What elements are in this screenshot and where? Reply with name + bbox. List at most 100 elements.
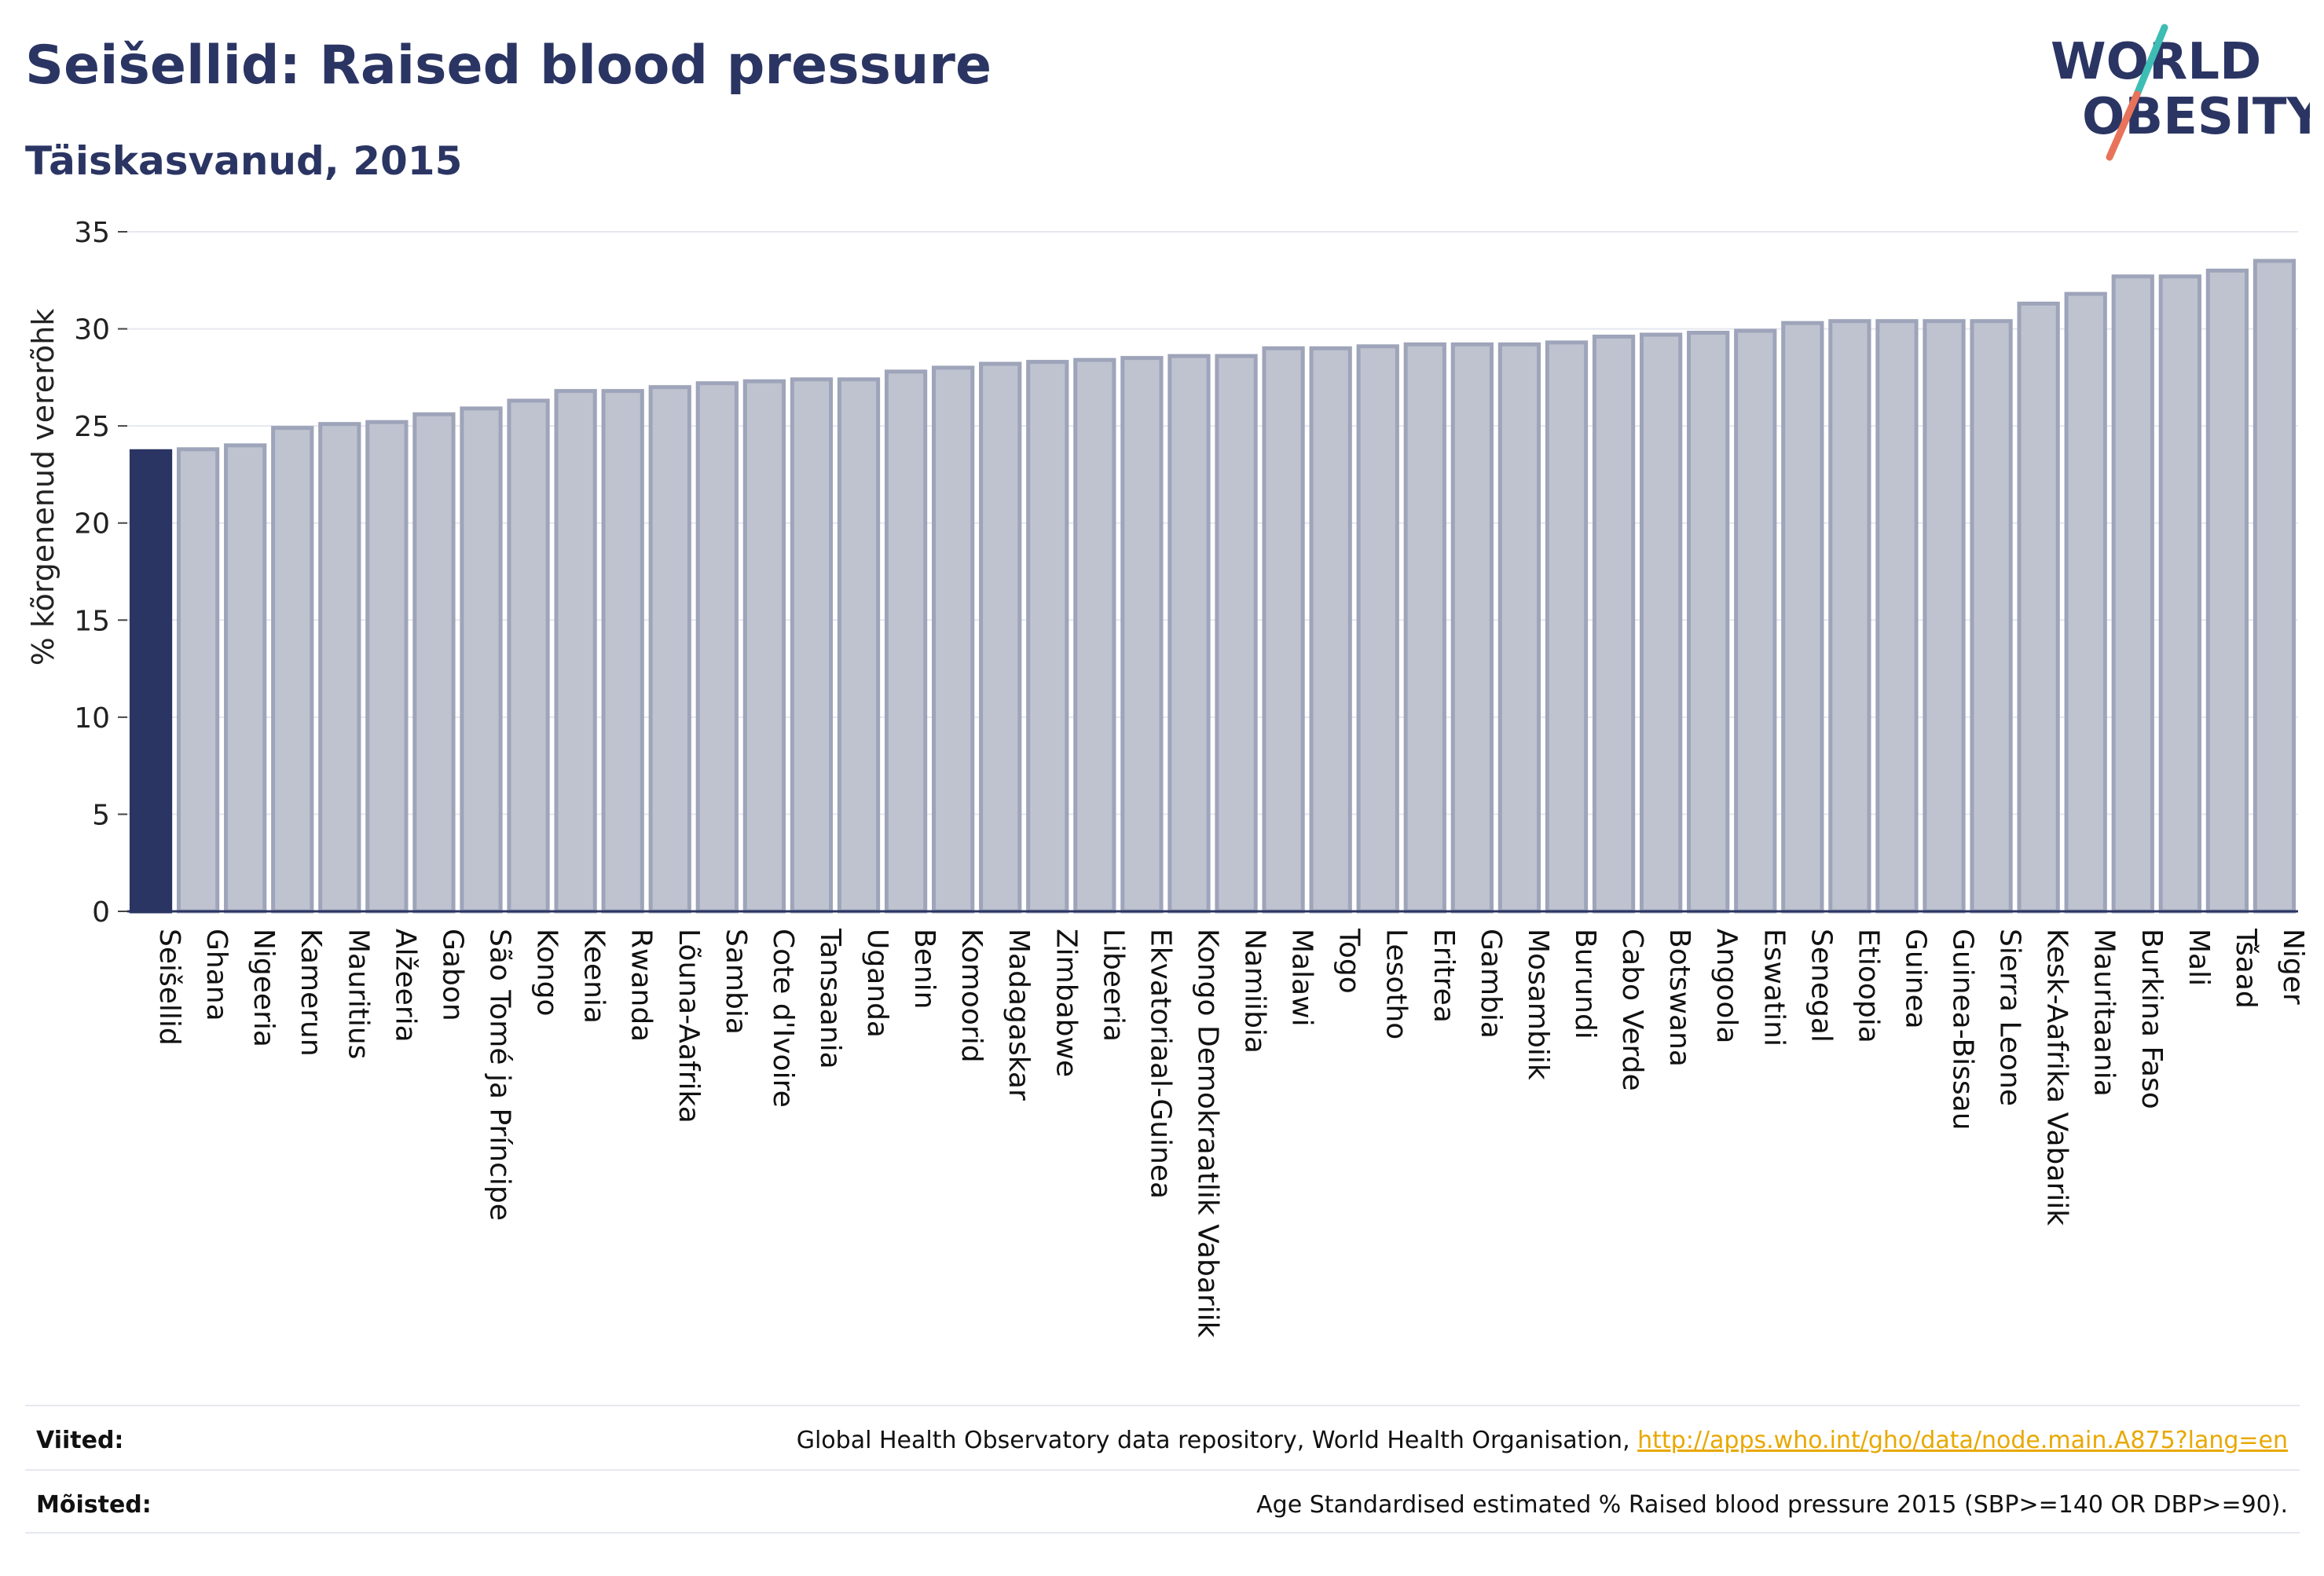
- x-tick-label: Guinea-Bissau: [1947, 929, 1979, 1131]
- x-tick-label: Keenia: [578, 929, 610, 1024]
- bar-benin[interactable]: [884, 369, 928, 914]
- x-tick-label: Zimbabwe: [1050, 929, 1082, 1077]
- bar-sei-ellid[interactable]: [129, 449, 173, 914]
- bar-mauritaania[interactable]: [2064, 291, 2107, 914]
- bar-komoorid[interactable]: [932, 365, 975, 914]
- y-axis-label: % kõrgenenud vererõhk: [26, 309, 60, 666]
- x-tick-label: Mosambiik: [1522, 929, 1554, 1080]
- x-tick-label: Kesk-Aafrika Vabariik: [2041, 929, 2073, 1226]
- axes: [118, 231, 2298, 913]
- bar-burundi[interactable]: [1545, 340, 1589, 914]
- x-tick-label: Ekvatoriaal-Guinea: [1144, 929, 1176, 1199]
- bar-lesotho[interactable]: [1356, 344, 1399, 914]
- bar-s-o-tom-ja-pr-ncipe[interactable]: [460, 406, 503, 914]
- bar-gabon[interactable]: [412, 412, 456, 914]
- bar-keenia[interactable]: [554, 389, 597, 914]
- bar-ghana[interactable]: [176, 447, 220, 914]
- x-tick-label: Malawi: [1286, 929, 1318, 1027]
- x-tick-label: Madagaskar: [1003, 929, 1035, 1101]
- x-tick-label: Ghana: [200, 929, 233, 1021]
- x-tick-label: Sambia: [720, 929, 752, 1035]
- x-tick-label: Botswana: [1663, 929, 1695, 1067]
- footer-divider-bottom: [25, 1532, 2300, 1534]
- chart-subtitle: Täiskasvanud, 2015: [25, 138, 463, 184]
- bar-zimbabwe[interactable]: [1026, 360, 1069, 914]
- tick-labels: 0 5 10 15 20 25 30 35 Seišellid Ghana Nigeeria Kame…: [74, 217, 2309, 1338]
- bar-kongo-demokraatlik-vabariik[interactable]: [1167, 354, 1211, 914]
- x-tick-label: Benin: [908, 929, 940, 1009]
- y-tick-label: 0: [92, 896, 110, 929]
- x-tick-label: Cabo Verde: [1616, 929, 1648, 1091]
- bar-burkina-faso[interactable]: [2111, 274, 2154, 914]
- footer-divider-top: [25, 1405, 2300, 1406]
- bar-madagaskar[interactable]: [979, 361, 1022, 914]
- bar-niger[interactable]: [2253, 258, 2297, 914]
- x-tick-label: Rwanda: [625, 929, 658, 1042]
- bar-namiibia[interactable]: [1215, 354, 1258, 914]
- bar-gambia[interactable]: [1450, 342, 1494, 914]
- x-tick-label: Tansaania: [814, 928, 846, 1069]
- bar-kesk-aafrika-vabariik[interactable]: [2017, 301, 2060, 914]
- x-tick-label: Libeeria: [1097, 929, 1129, 1042]
- x-tick-label: Burkina Faso: [2135, 929, 2168, 1109]
- logo-slash-teal: [2133, 24, 2168, 98]
- bar-nigeeria[interactable]: [224, 443, 267, 914]
- bar-sierra-leone[interactable]: [1970, 319, 2013, 914]
- bar-l-una-aafrika[interactable]: [648, 385, 691, 914]
- bar-sambia[interactable]: [695, 381, 739, 914]
- bar-senegal[interactable]: [1781, 321, 1824, 914]
- bar-guinea-bissau[interactable]: [1923, 319, 1966, 914]
- y-tick-label: 30: [74, 314, 110, 346]
- x-tick-label: Mali: [2183, 929, 2215, 986]
- bar-mosambiik[interactable]: [1497, 342, 1541, 914]
- bar-etioopia[interactable]: [1828, 319, 1871, 914]
- bar-uganda[interactable]: [837, 377, 881, 914]
- sources-link[interactable]: http://apps.who.int/gho/data/node.main.A…: [1637, 1427, 2288, 1454]
- bar-botswana[interactable]: [1639, 332, 1683, 914]
- x-tick-label: Mauritius: [342, 929, 374, 1059]
- bar-cote-d-ivoire[interactable]: [742, 379, 786, 914]
- chart-title: Seišellid: Raised blood pressure: [25, 35, 992, 97]
- x-tick-label: Sierra Leone: [1994, 929, 2026, 1106]
- x-tick-label: Uganda: [861, 929, 893, 1038]
- x-tick-label: Gabon: [436, 929, 468, 1021]
- bar-mali[interactable]: [2158, 274, 2201, 914]
- y-tick-label: 15: [74, 605, 110, 637]
- x-tick-label: Senegal: [1805, 929, 1837, 1043]
- x-tick-label: Lõuna-Aafrika: [673, 929, 705, 1123]
- x-tick-label: Eritrea: [1428, 929, 1460, 1023]
- x-tick-label: Seišellid: [153, 929, 185, 1046]
- x-tick-label: Tšaad: [2230, 928, 2262, 1009]
- x-tick-label: Namiibia: [1239, 929, 1271, 1054]
- x-tick-label: Gambia: [1475, 929, 1507, 1039]
- bar-malawi[interactable]: [1262, 346, 1305, 914]
- bar-chart: 0 5 10 15 20 25 30 35 Seišellid Ghana Nigeeria Kame…: [26, 217, 2309, 1338]
- y-tick-label: 10: [74, 702, 110, 735]
- x-tick-label: Burundi: [1569, 929, 1601, 1039]
- bar-kamerun[interactable]: [271, 426, 314, 914]
- bar-eswatini[interactable]: [1734, 328, 1777, 914]
- x-tick-label: Kamerun: [295, 929, 327, 1057]
- x-tick-label: Lesotho: [1380, 929, 1413, 1039]
- y-tick-label: 25: [74, 411, 110, 443]
- y-tick-label: 5: [92, 799, 110, 831]
- bar-tansaania[interactable]: [790, 377, 834, 914]
- bar-guinea[interactable]: [1875, 319, 1919, 914]
- bar-libeeria[interactable]: [1073, 357, 1116, 914]
- bar-togo[interactable]: [1309, 346, 1352, 914]
- bar-al-eeria[interactable]: [365, 420, 409, 914]
- definitions-text: Age Standardised estimated % Raised bloo…: [1256, 1491, 2288, 1519]
- bar-mauritius[interactable]: [318, 422, 361, 914]
- bar-cabo-verde[interactable]: [1592, 334, 1636, 914]
- bar-eritrea[interactable]: [1403, 342, 1446, 914]
- bar-angoola[interactable]: [1687, 331, 1730, 914]
- bar-kongo[interactable]: [507, 398, 550, 914]
- bar-ekvatoriaal-guinea[interactable]: [1120, 356, 1164, 914]
- bar-t-aad[interactable]: [2205, 268, 2249, 914]
- x-tick-label: Alžeeria: [389, 929, 421, 1043]
- bar-rwanda[interactable]: [601, 389, 644, 914]
- definitions-label: Mõisted:: [36, 1491, 152, 1519]
- x-tick-label: Etioopia: [1852, 929, 1884, 1043]
- x-tick-label: Komoorid: [955, 929, 988, 1063]
- y-tick-label: 20: [74, 508, 110, 541]
